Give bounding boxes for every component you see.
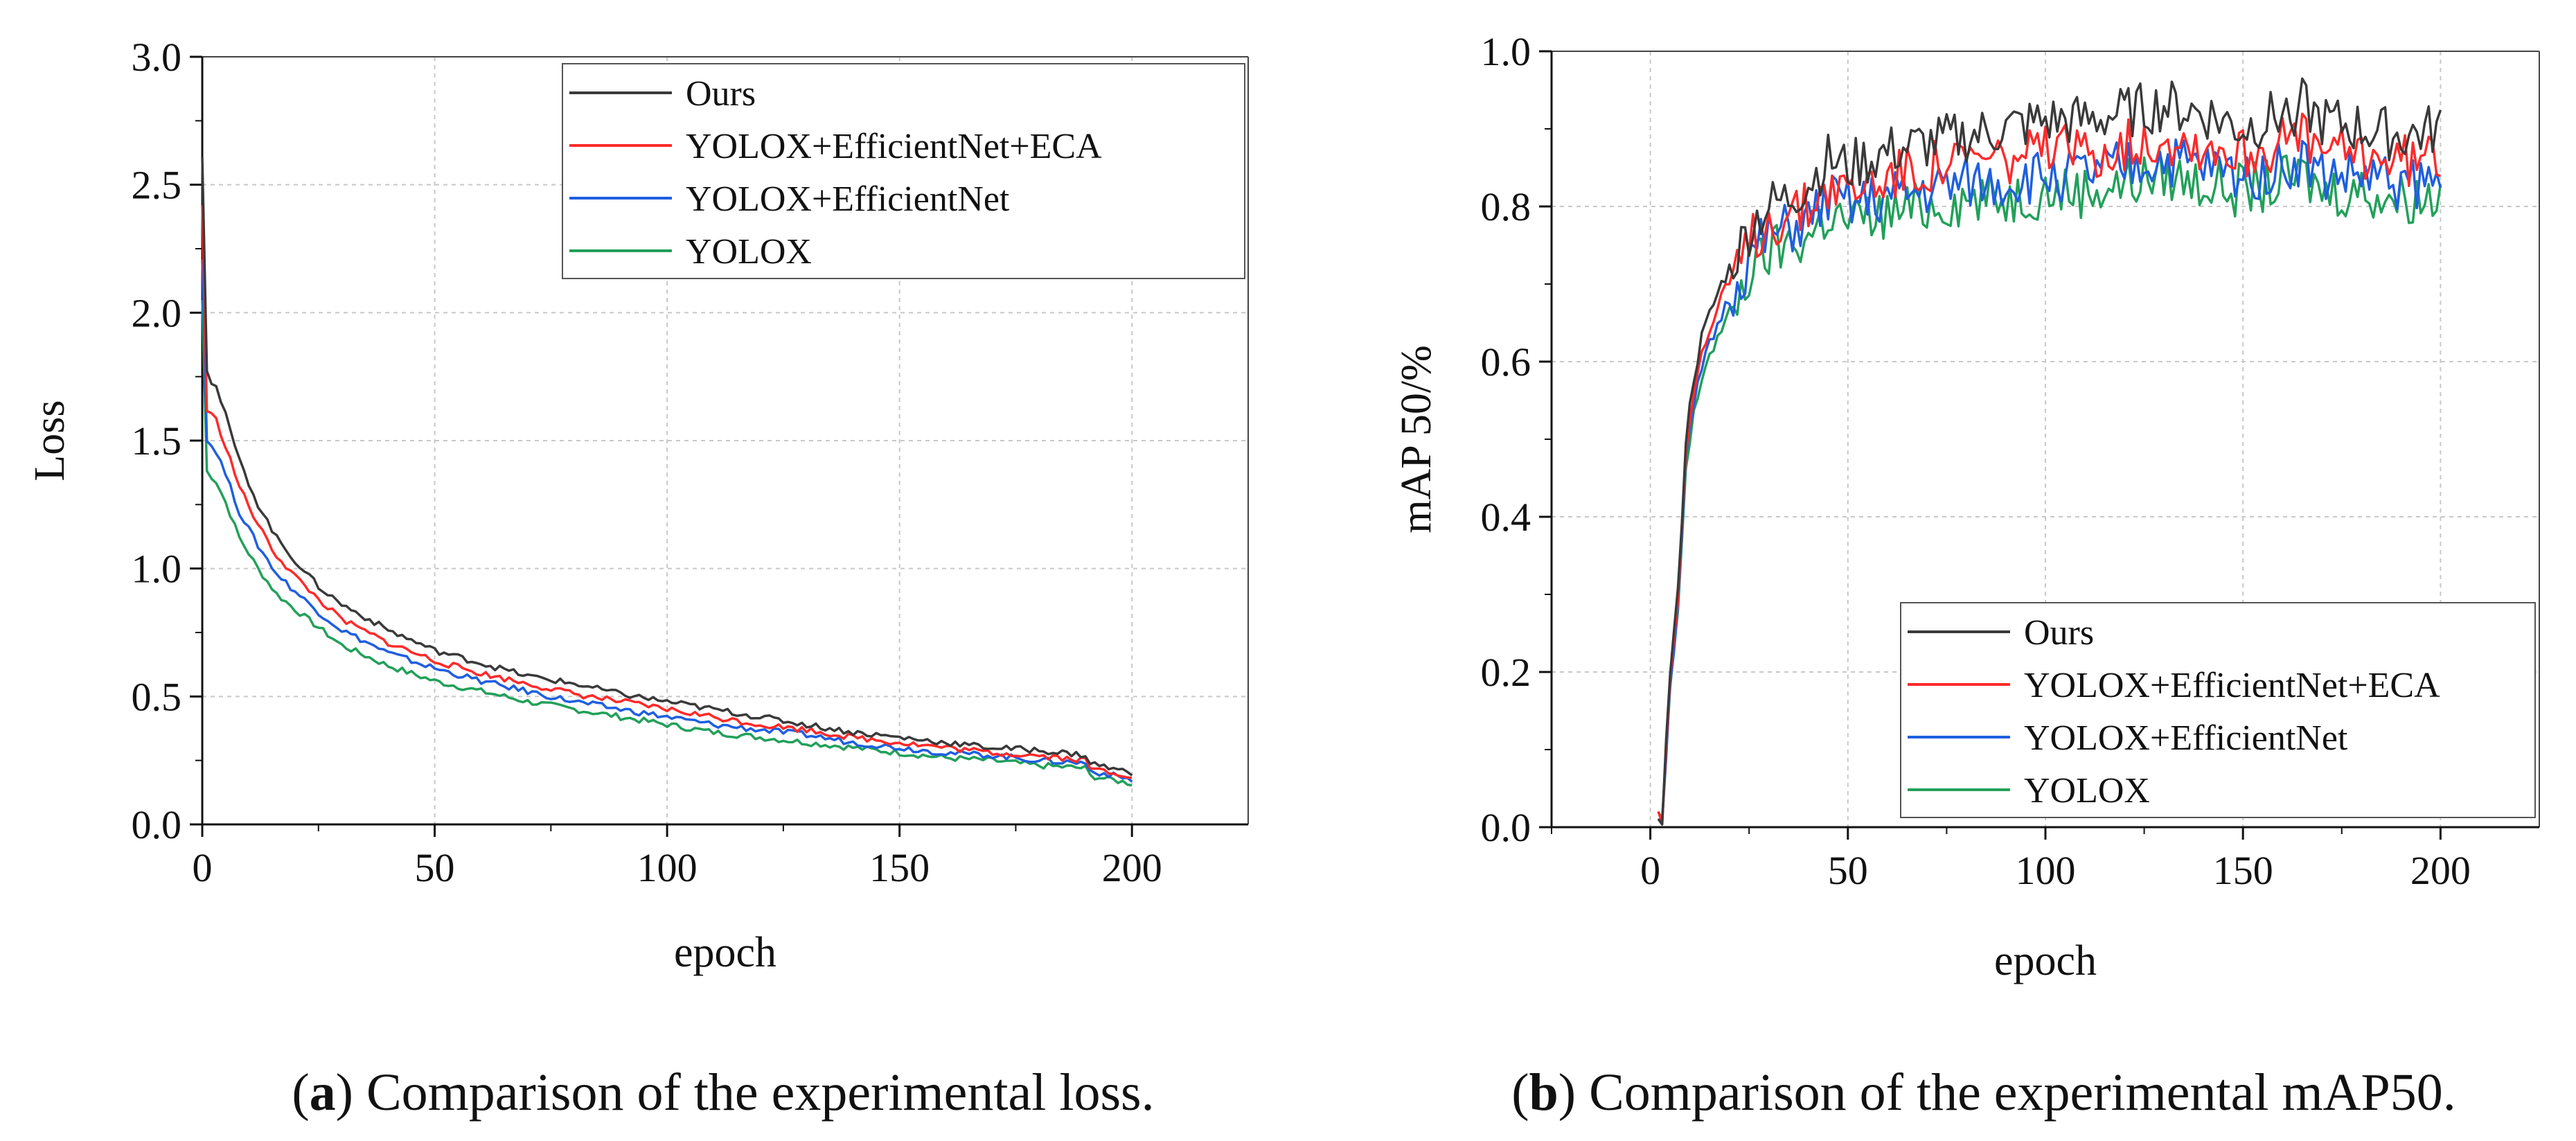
series-line-yolox-efficientnet	[1658, 138, 2442, 822]
caption-paren-open: (	[1511, 1063, 1529, 1122]
y-tick-label: 2.0	[132, 290, 182, 335]
loss-chart: 0 50 100 150 200 0.0 0.5 1.0 1.5 2.0 2.5 3.0 epoch Lo…	[26, 35, 1249, 1122]
y-tick-label: 1.0	[1481, 29, 1531, 74]
caption: (a) Comparison of the experimental loss.	[292, 1063, 1154, 1122]
y-axis-label: mAP 50/%	[1393, 345, 1440, 533]
legend-label-ours: Ours	[686, 74, 756, 114]
series-line-yolox-efficientnet	[201, 259, 1133, 783]
y-tick-label: 2.5	[132, 163, 182, 208]
x-tick-label: 200	[2410, 848, 2471, 893]
caption-paren-close: )	[1558, 1063, 1589, 1122]
y-tick-label: 0.0	[132, 802, 182, 847]
y-tick-label: 0.5	[132, 674, 182, 719]
y-tick-label: 1.5	[132, 418, 182, 463]
y-axis-label: Loss	[26, 400, 73, 481]
caption-text: Comparison of the experimental mAP50.	[1589, 1063, 2456, 1122]
series-line-ours	[1657, 77, 2442, 826]
y-tick-label: 0.4	[1481, 495, 1531, 540]
y-tick-label: 0.2	[1481, 650, 1531, 695]
x-tick-label: 0	[193, 845, 213, 890]
x-tick-label: 50	[415, 845, 455, 890]
x-axis-label: epoch	[1994, 937, 2097, 984]
x-axis-label: epoch	[674, 929, 776, 976]
x-tick-label: 100	[2016, 848, 2076, 893]
caption-paren-open: (	[292, 1063, 309, 1122]
caption-label: a	[310, 1063, 336, 1122]
x-tick-label: 150	[2213, 848, 2273, 893]
legend-label-yolox-efficientnet-eca: YOLOX+EfficientNet+ECA	[686, 127, 1102, 166]
legend: Ours YOLOX+EfficientNet+ECA YOLOX+Efficien…	[1900, 602, 2536, 818]
caption-text: Comparison of the experimental loss.	[366, 1063, 1155, 1122]
y-tick-label: 3.0	[132, 35, 182, 80]
y-tick-label: 0.6	[1481, 339, 1531, 384]
series-line-yolox-efficientnet-eca	[201, 204, 1132, 779]
legend-label-yolox-efficientnet: YOLOX+EfficientNet	[2024, 718, 2348, 758]
x-tick-label: 200	[1102, 845, 1162, 890]
legend-label-yolox: YOLOX	[2024, 771, 2150, 811]
map50-chart: 0 50 100 150 200 0.0 0.2 0.4 0.6 0.8 1.0 epoch mAP 5…	[1393, 29, 2540, 1122]
x-tick-label: 0	[1640, 848, 1660, 893]
y-tick-label: 1.0	[132, 547, 182, 592]
caption-paren-close: )	[336, 1063, 366, 1122]
legend-box	[562, 63, 1245, 279]
legend-label-yolox-efficientnet-eca: YOLOX+EfficientNet+ECA	[2024, 666, 2440, 705]
legend-label-ours: Ours	[2024, 613, 2094, 653]
x-tick-label: 150	[869, 845, 930, 890]
x-tick-label: 100	[637, 845, 698, 890]
legend-box	[1900, 602, 2536, 818]
series-line-yolox	[201, 299, 1132, 787]
x-tick-label: 50	[1828, 848, 1868, 893]
series-line-ours	[201, 157, 1133, 777]
caption: (b) Comparison of the experimental mAP50…	[1511, 1063, 2456, 1122]
caption-label: b	[1529, 1063, 1558, 1122]
y-tick-label: 0.8	[1481, 184, 1531, 229]
legend-label-yolox-efficientnet: YOLOX+EfficientNet	[686, 179, 1010, 219]
legend: Ours YOLOX+EfficientNet+ECA YOLOX+Efficien…	[562, 63, 1245, 279]
y-tick-label: 0.0	[1481, 805, 1531, 850]
legend-label-yolox: YOLOX	[686, 232, 812, 272]
series-line-yolox-efficientnet-eca	[1657, 112, 2442, 824]
